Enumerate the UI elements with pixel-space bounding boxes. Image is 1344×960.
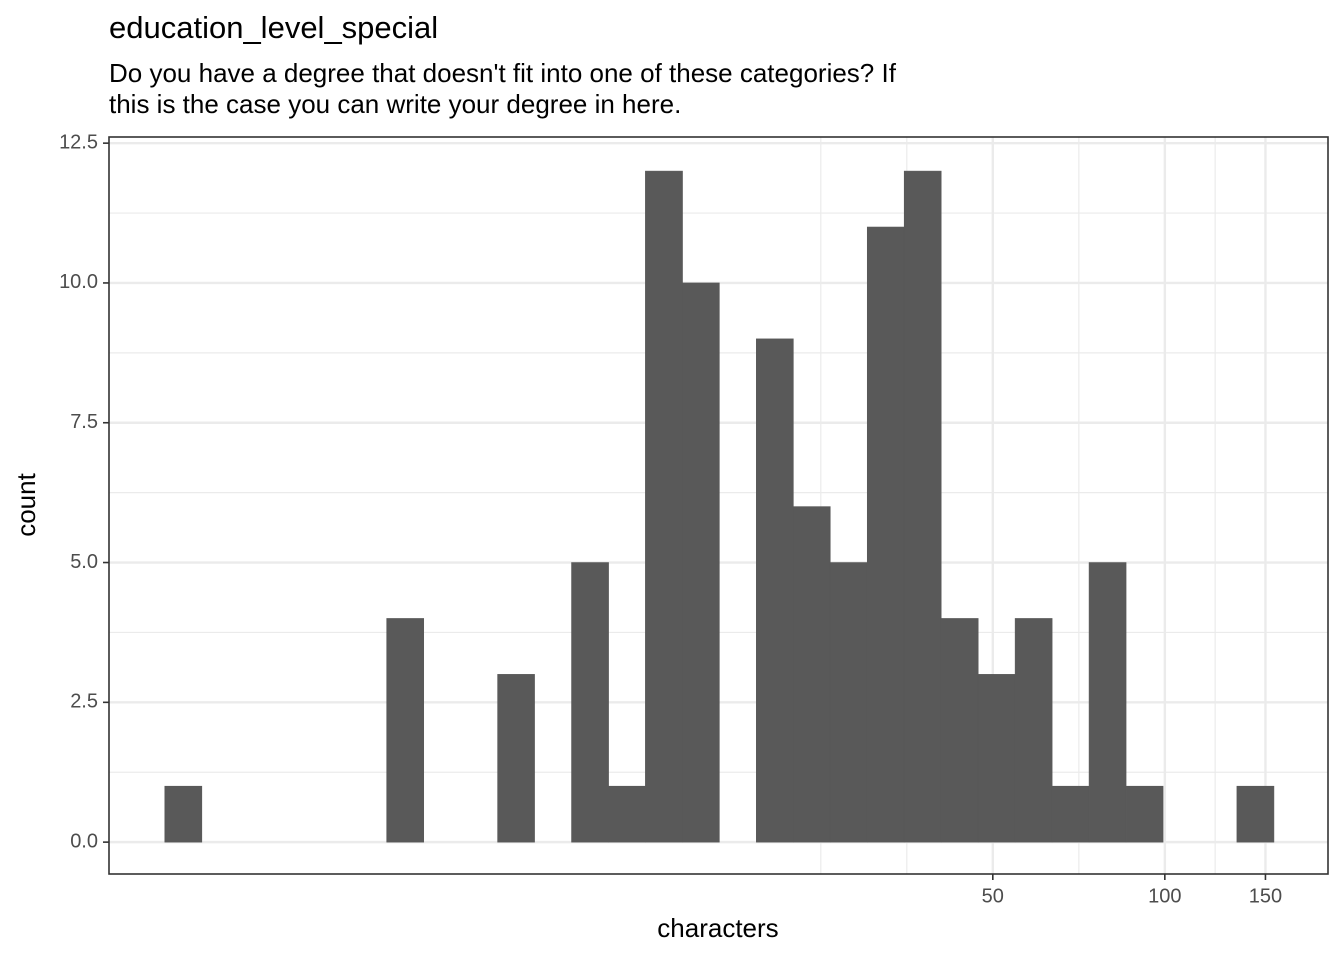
bar [1125, 785, 1164, 843]
chart-title: education_level_special [109, 10, 438, 45]
y-axis-title: count [11, 472, 41, 536]
bar [164, 785, 203, 843]
y-tick-label: 12.5 [59, 131, 98, 153]
bar [1014, 618, 1053, 843]
x-tick-label: 150 [1249, 885, 1282, 907]
bar [829, 562, 868, 843]
y-tick-label: 0.0 [70, 830, 98, 852]
bar [645, 170, 683, 843]
chart-subtitle: Do you have a degree that doesn't fit in… [109, 58, 897, 88]
y-tick-label: 5.0 [70, 551, 98, 573]
bar [793, 506, 831, 843]
bar [1051, 785, 1090, 843]
bar [977, 674, 1016, 843]
chart-subtitle: this is the case you can write your degr… [109, 89, 681, 119]
x-axis-title: characters [657, 913, 778, 943]
bar [608, 785, 646, 843]
bar [940, 618, 979, 843]
x-tick-label: 50 [982, 885, 1004, 907]
bar [1088, 562, 1127, 843]
bar [1236, 785, 1275, 843]
bar [682, 282, 720, 843]
x-tick-label: 100 [1148, 885, 1181, 907]
y-tick-label: 2.5 [70, 691, 98, 713]
bar [756, 338, 794, 843]
bar [571, 562, 609, 843]
bar [903, 170, 942, 843]
bar [497, 674, 535, 843]
y-tick-label: 7.5 [70, 411, 98, 433]
y-tick-label: 10.0 [59, 271, 98, 293]
bar [386, 618, 425, 843]
panel-border [108, 136, 1329, 875]
bar [866, 226, 905, 843]
